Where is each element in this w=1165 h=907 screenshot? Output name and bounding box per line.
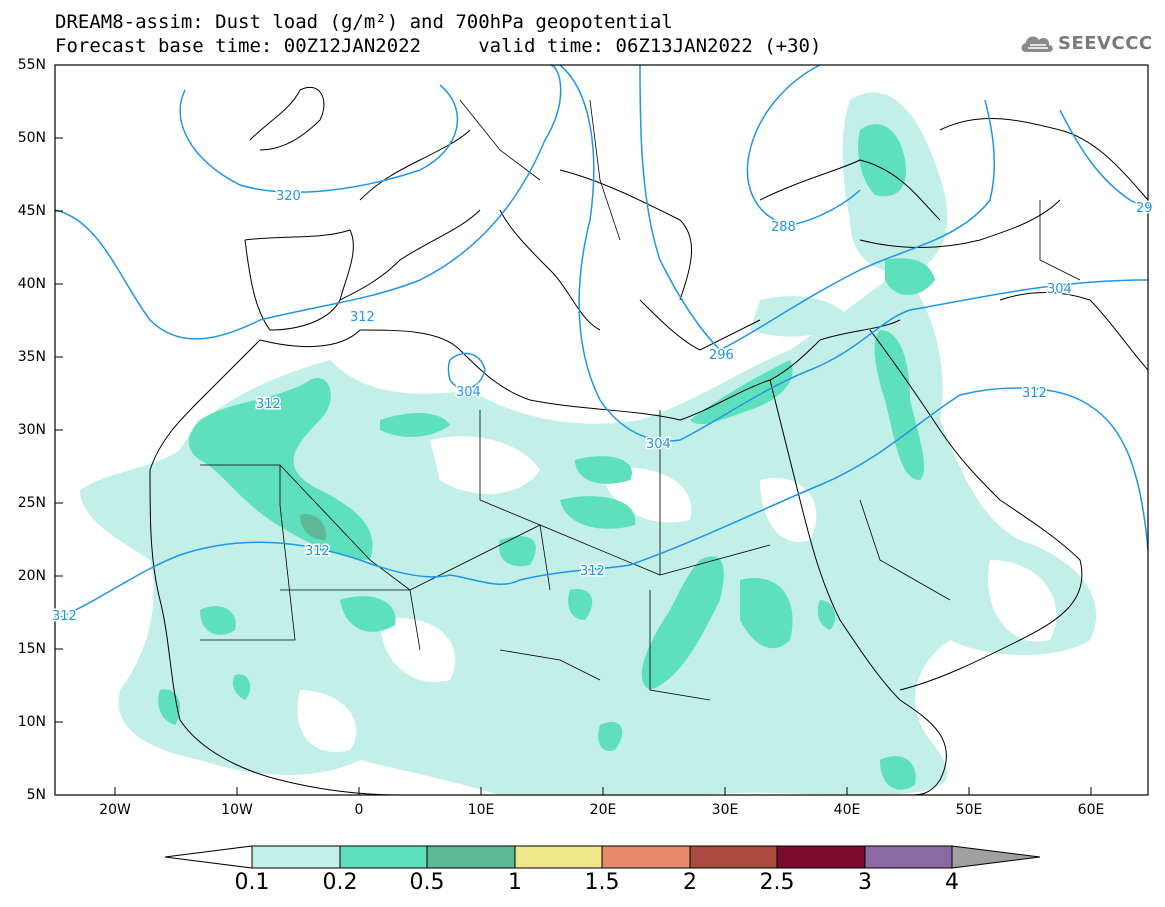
lat-label: 5N bbox=[26, 787, 46, 803]
lat-label: 35N bbox=[17, 349, 46, 365]
contour-label: 312 bbox=[256, 397, 281, 412]
lon-label: 40E bbox=[833, 802, 861, 818]
contour-label: 312 bbox=[350, 310, 375, 325]
colorbar-label: 0.5 bbox=[409, 870, 445, 895]
colorbar-swatch bbox=[339, 845, 428, 869]
lat-label: 15N bbox=[17, 641, 46, 657]
lat-label: 30N bbox=[17, 422, 46, 438]
colorbar-label: 2 bbox=[683, 870, 697, 895]
colorbar bbox=[164, 845, 1041, 869]
lon-label: 20W bbox=[99, 802, 131, 818]
colorbar-label: 0.1 bbox=[234, 870, 270, 895]
contour-label: 312 bbox=[52, 609, 77, 624]
lat-label: 40N bbox=[17, 276, 46, 292]
lat-label: 50N bbox=[17, 130, 46, 146]
colorbar-swatch bbox=[776, 845, 866, 869]
contour-label: 304 bbox=[646, 437, 671, 452]
contour-label: 304 bbox=[1047, 282, 1072, 297]
lat-label: 25N bbox=[17, 495, 46, 511]
lon-label: 50E bbox=[955, 802, 983, 818]
lon-label: 60E bbox=[1077, 802, 1105, 818]
colorbar-label: 2.5 bbox=[759, 870, 795, 895]
colorbar-label: 0.2 bbox=[322, 870, 358, 895]
contour-label: 312 bbox=[580, 564, 605, 579]
colorbar-label: 1 bbox=[508, 870, 522, 895]
lon-label: 20E bbox=[589, 802, 617, 818]
lon-label: 30E bbox=[711, 802, 739, 818]
map-frame bbox=[54, 64, 1149, 796]
colorbar-right-arrow bbox=[951, 845, 1041, 869]
geopotential-contours bbox=[54, 64, 1149, 621]
colorbar-swatch bbox=[689, 845, 778, 869]
cloud-icon bbox=[1021, 36, 1053, 52]
colorbar-swatch bbox=[601, 845, 691, 869]
logo-text: SEEVCCC bbox=[1058, 33, 1153, 54]
colorbar-label: 1.5 bbox=[584, 870, 620, 895]
colorbar-swatch bbox=[514, 845, 603, 869]
contour-label: 312 bbox=[305, 544, 330, 559]
contour-label: 304 bbox=[456, 385, 481, 400]
lat-label: 45N bbox=[17, 203, 46, 219]
lat-label: 55N bbox=[17, 57, 46, 73]
lon-label: 10E bbox=[467, 802, 495, 818]
contour-label: 320 bbox=[276, 189, 301, 204]
map-subtitle: Forecast base time: 00Z12JAN2022 valid t… bbox=[55, 35, 822, 57]
lon-label: 10W bbox=[221, 802, 253, 818]
colorbar-left-arrow bbox=[164, 845, 253, 869]
colorbar-swatch bbox=[426, 845, 516, 869]
dust-mid-areas bbox=[158, 124, 935, 790]
contour-label: 288 bbox=[771, 220, 796, 235]
contour-label: 296 bbox=[709, 348, 734, 363]
contour-label: 29 bbox=[1136, 201, 1153, 216]
colorbar-label: 3 bbox=[858, 870, 872, 895]
country-borders bbox=[200, 99, 1081, 701]
lat-label: 20N bbox=[17, 568, 46, 584]
contour-label: 312 bbox=[1022, 386, 1047, 401]
colorbar-swatch bbox=[251, 845, 341, 869]
lon-label: 0 bbox=[354, 802, 364, 818]
dust-dark-areas bbox=[300, 514, 326, 540]
colorbar-label: 4 bbox=[945, 870, 959, 895]
map-title: DREAM8-assim: Dust load (g/m²) and 700hP… bbox=[55, 11, 673, 33]
colorbar-swatch bbox=[864, 845, 953, 869]
lat-label: 10N bbox=[17, 714, 46, 730]
